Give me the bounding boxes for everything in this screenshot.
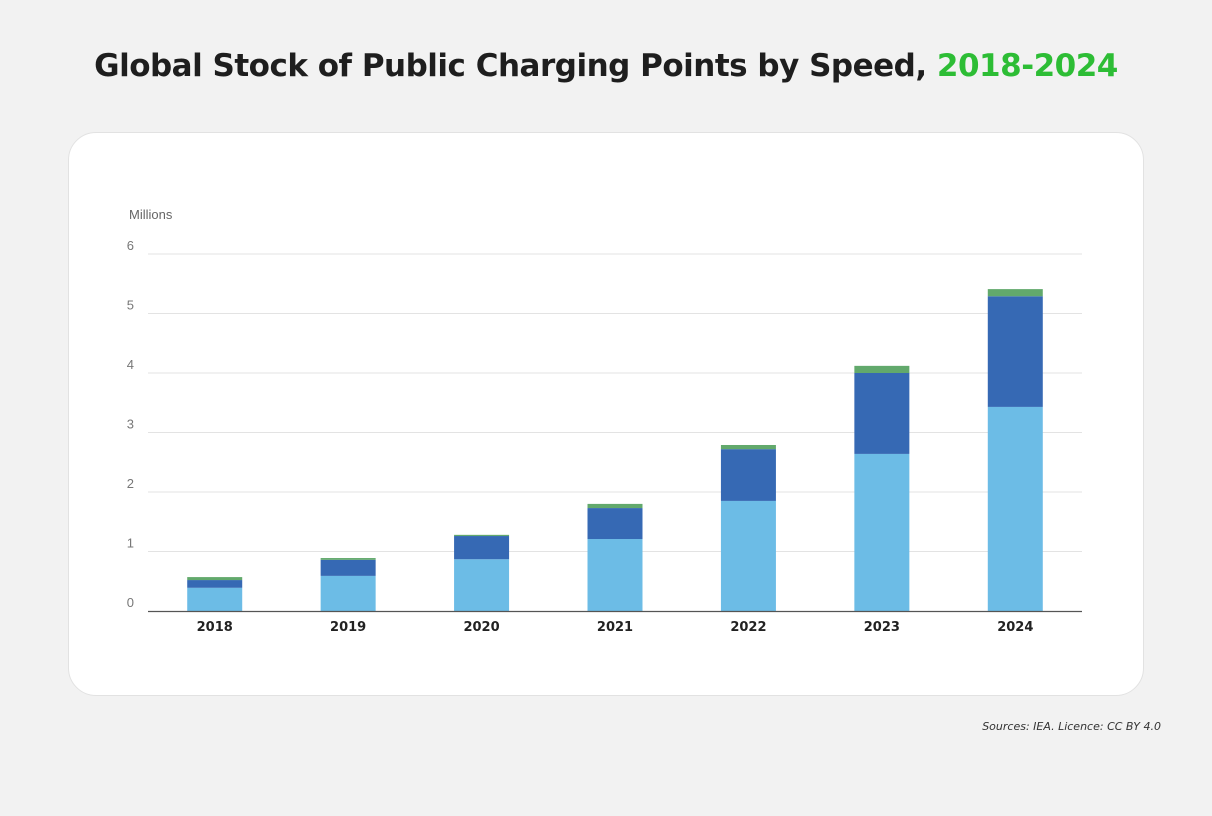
bar-segment-2023-series-2 xyxy=(854,373,910,454)
y-tick-label: 4 xyxy=(127,357,134,372)
y-tick-label: 5 xyxy=(127,298,134,313)
bar-segment-2019-series-1 xyxy=(320,575,376,611)
bar-segment-2021-series-1 xyxy=(587,539,643,611)
y-tick-label: 3 xyxy=(127,417,134,432)
y-axis-label: Millions xyxy=(129,207,173,222)
bar-segment-2019-series-2 xyxy=(320,559,376,576)
bar-segment-2021-series-2 xyxy=(587,508,643,540)
x-tick-label: 2024 xyxy=(997,620,1033,635)
x-tick-label: 2019 xyxy=(330,620,366,635)
bar-segment-2020-series-1 xyxy=(454,559,510,611)
x-tick-label: 2021 xyxy=(597,620,633,635)
bar-segment-2020-series-2 xyxy=(454,536,510,560)
y-tick-label: 6 xyxy=(127,238,134,253)
bar-segment-2022-series-1 xyxy=(720,500,776,611)
bar-segment-2018-series-3 xyxy=(187,577,243,581)
title-main: Global Stock of Public Charging Points b… xyxy=(94,48,937,84)
x-tick-label: 2018 xyxy=(197,620,233,635)
bar-segment-2018-series-1 xyxy=(187,587,243,611)
x-tick-label: 2023 xyxy=(864,620,900,635)
bar-segment-2019-series-3 xyxy=(320,558,376,560)
bar-segment-2024-series-3 xyxy=(987,289,1043,297)
bar-segment-2023-series-3 xyxy=(854,365,910,373)
y-tick-label: 0 xyxy=(127,595,134,610)
title-highlight: 2018-2024 xyxy=(936,48,1118,84)
y-tick-label: 2 xyxy=(127,476,134,491)
bar-segment-2022-series-2 xyxy=(720,449,776,501)
bar-segment-2021-series-3 xyxy=(587,503,643,509)
bar-segment-2018-series-2 xyxy=(187,580,243,588)
bar-segment-2024-series-2 xyxy=(987,296,1043,407)
bar-segment-2022-series-3 xyxy=(720,444,776,450)
bar-segment-2023-series-1 xyxy=(854,453,910,611)
bar-segment-2020-series-3 xyxy=(454,534,510,537)
y-tick-label: 1 xyxy=(127,536,134,551)
source-note: Sources: IEA. Licence: CC BY 4.0 xyxy=(982,720,1161,733)
x-tick-label: 2020 xyxy=(463,620,499,635)
x-tick-label: 2022 xyxy=(730,620,766,635)
bar-segment-2024-series-1 xyxy=(987,406,1043,611)
chart-title: Global Stock of Public Charging Points b… xyxy=(0,48,1212,84)
